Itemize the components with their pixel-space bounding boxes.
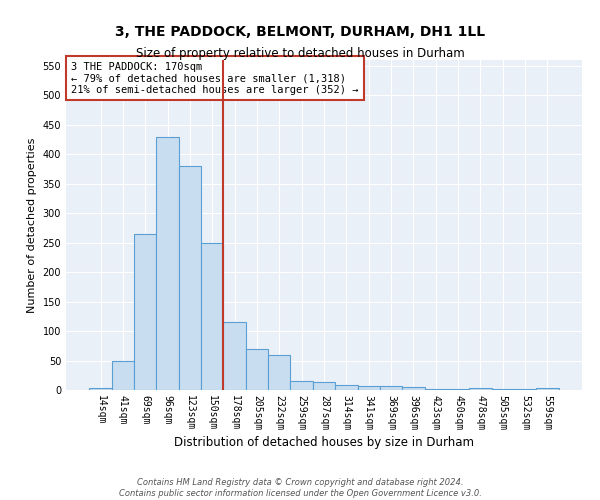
X-axis label: Distribution of detached houses by size in Durham: Distribution of detached houses by size … <box>174 436 474 448</box>
Bar <box>469 388 491 390</box>
Text: 3 THE PADDOCK: 170sqm
← 79% of detached houses are smaller (1,318)
21% of semi-d: 3 THE PADDOCK: 170sqm ← 79% of detached … <box>71 62 359 95</box>
Bar <box>402 387 425 390</box>
Bar <box>201 242 223 390</box>
Bar <box>358 386 380 390</box>
Bar <box>112 360 134 390</box>
Bar <box>179 166 201 390</box>
Text: Contains HM Land Registry data © Crown copyright and database right 2024.
Contai: Contains HM Land Registry data © Crown c… <box>119 478 481 498</box>
Y-axis label: Number of detached properties: Number of detached properties <box>27 138 37 312</box>
Bar <box>380 386 402 390</box>
Bar <box>134 234 157 390</box>
Bar <box>223 322 246 390</box>
Bar <box>335 386 358 390</box>
Bar <box>89 388 112 390</box>
Bar <box>246 349 268 390</box>
Bar <box>290 380 313 390</box>
Bar <box>268 354 290 390</box>
Bar <box>536 388 559 390</box>
Text: 3, THE PADDOCK, BELMONT, DURHAM, DH1 1LL: 3, THE PADDOCK, BELMONT, DURHAM, DH1 1LL <box>115 25 485 39</box>
Text: Size of property relative to detached houses in Durham: Size of property relative to detached ho… <box>136 48 464 60</box>
Bar <box>157 136 179 390</box>
Bar <box>313 382 335 390</box>
